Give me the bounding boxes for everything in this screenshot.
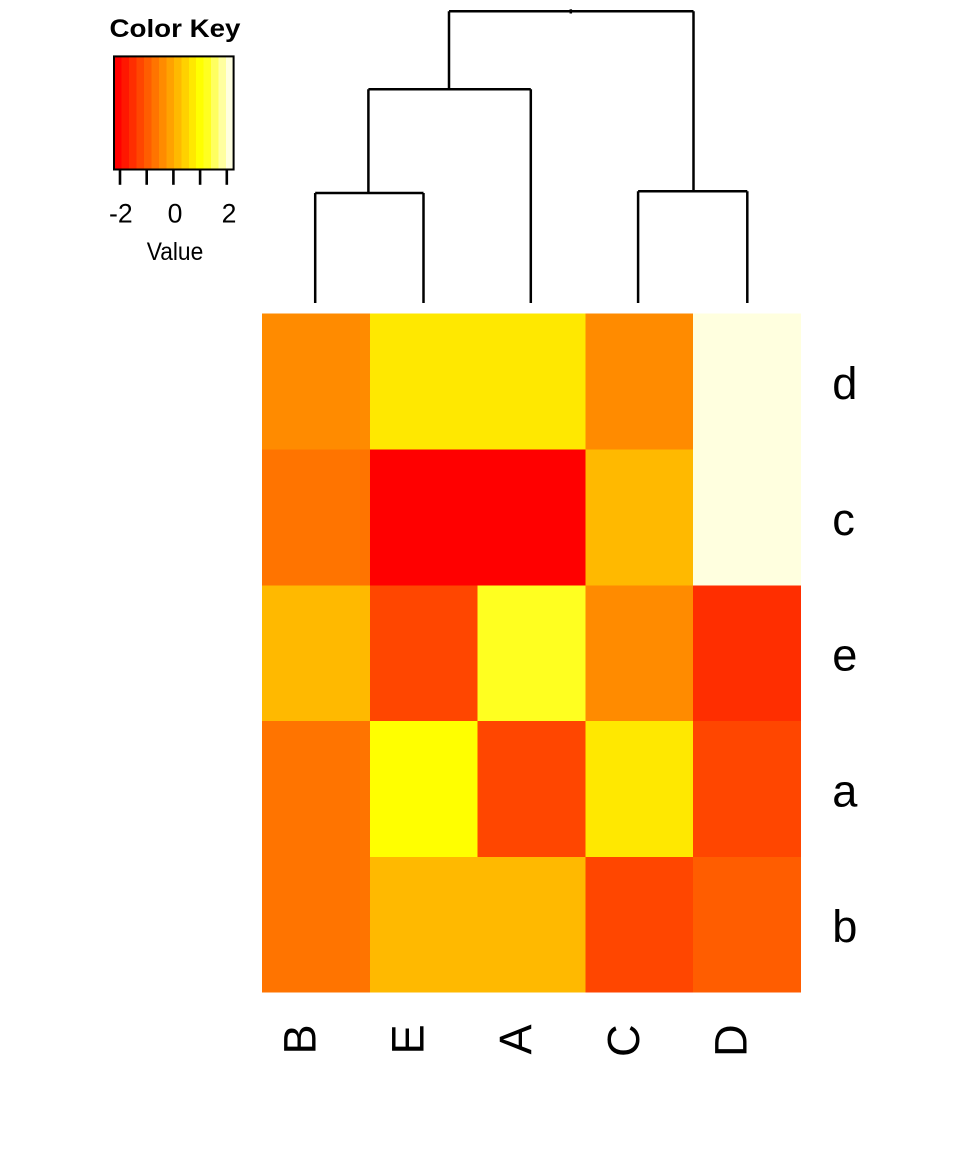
svg-text:b: b: [832, 901, 857, 952]
svg-text:e: e: [832, 630, 857, 681]
svg-text:-2: -2: [109, 199, 133, 229]
svg-text:E: E: [382, 1024, 433, 1054]
svg-text:B: B: [275, 1024, 326, 1054]
svg-text:A: A: [490, 1024, 541, 1055]
svg-text:0: 0: [168, 199, 183, 229]
svg-text:a: a: [832, 765, 858, 816]
svg-text:Value: Value: [147, 239, 204, 266]
svg-text:D: D: [706, 1024, 757, 1057]
svg-text:2: 2: [222, 199, 237, 229]
svg-text:Color Key: Color Key: [110, 15, 241, 43]
svg-text:d: d: [832, 358, 857, 409]
svg-text:C: C: [598, 1024, 649, 1057]
svg-text:c: c: [832, 494, 855, 545]
